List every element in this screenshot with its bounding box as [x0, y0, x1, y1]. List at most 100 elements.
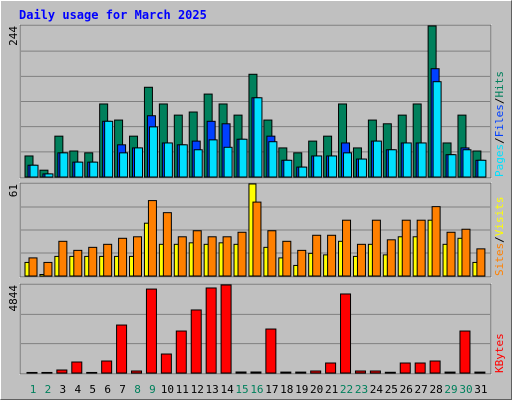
bar: [58, 240, 68, 277]
bar: [163, 142, 173, 178]
bar: [145, 288, 157, 374]
bar: [312, 234, 322, 277]
bar: [399, 362, 411, 374]
bar: [192, 230, 202, 277]
bar: [101, 360, 113, 374]
y-tick-label: 244: [7, 26, 20, 46]
bar: [237, 231, 247, 277]
bar: [103, 243, 113, 277]
bar: [429, 360, 441, 374]
bar: [371, 219, 381, 277]
x-tick-label: 3: [60, 383, 67, 396]
bar: [476, 248, 486, 277]
bar: [357, 158, 367, 178]
bar: [477, 159, 487, 178]
bar: [222, 236, 232, 277]
bar: [59, 152, 69, 178]
bar: [119, 152, 129, 178]
x-tick-label: 2: [45, 383, 52, 396]
bar: [416, 219, 426, 277]
x-tick-label: 14: [220, 383, 234, 396]
bar: [131, 370, 143, 374]
x-tick-label: 21: [325, 383, 338, 396]
bar: [43, 261, 53, 277]
bar: [207, 236, 217, 277]
x-tick-label: 4: [74, 383, 81, 396]
bar: [265, 328, 277, 374]
legend: Sites/Visits: [493, 197, 506, 277]
bar: [340, 293, 352, 374]
bar: [474, 371, 486, 374]
bar: [73, 249, 83, 277]
bar: [29, 164, 39, 178]
bar: [133, 236, 143, 277]
bar: [327, 234, 337, 277]
x-tick-label: 29: [444, 383, 457, 396]
bar: [297, 249, 307, 277]
legend-entry: Hits: [493, 71, 506, 98]
bar: [253, 97, 263, 178]
bar: [356, 243, 366, 277]
bar: [252, 201, 262, 277]
bar: [372, 140, 382, 178]
bar: [41, 371, 53, 374]
x-tick-label: 24: [370, 383, 384, 396]
x-tick-label: 16: [250, 383, 263, 396]
x-tick-label: 20: [310, 383, 323, 396]
bar: [267, 230, 277, 277]
bar: [89, 161, 99, 178]
y-tick-label: 61: [7, 184, 20, 197]
bar: [160, 353, 172, 374]
bar: [56, 369, 68, 374]
bar: [447, 154, 457, 178]
bar: [282, 240, 292, 277]
bar: [342, 219, 352, 277]
bar: [74, 161, 84, 178]
x-tick-label: 11: [176, 383, 189, 396]
bar: [280, 371, 292, 374]
x-tick-label: 25: [385, 383, 398, 396]
bar: [386, 239, 396, 277]
bar: [444, 371, 456, 374]
chart-title: Daily usage for March 2025: [19, 8, 207, 22]
x-tick-label: 9: [149, 383, 156, 396]
bar: [462, 149, 472, 178]
x-tick-label: 26: [400, 383, 413, 396]
bar: [26, 371, 38, 374]
bar: [268, 141, 278, 178]
x-tick-label: 27: [415, 383, 428, 396]
x-tick-label: 7: [119, 383, 126, 396]
x-tick-label: 10: [161, 383, 174, 396]
bar: [177, 236, 187, 277]
bar: [459, 330, 471, 374]
legend-entry: Sites: [493, 243, 506, 276]
bar: [325, 362, 337, 374]
legend-separator: /: [493, 98, 506, 105]
bar: [44, 173, 54, 178]
legend: Pages/Files/Hits: [493, 71, 506, 177]
bar: [235, 371, 247, 374]
x-tick-label: 31: [474, 383, 487, 396]
legend-entry: Files: [493, 104, 506, 137]
bar: [238, 138, 248, 178]
legend-separator: /: [493, 137, 506, 144]
bar: [118, 237, 128, 277]
bar: [220, 284, 232, 374]
bar: [295, 371, 307, 374]
x-tick-label: 15: [235, 383, 248, 396]
x-tick-label: 1: [30, 383, 37, 396]
panel: [19, 283, 492, 375]
bar: [310, 370, 322, 374]
bar: [104, 120, 114, 178]
bar: [162, 212, 172, 277]
x-tick-label: 22: [340, 383, 353, 396]
bar: [116, 324, 128, 374]
bar: [250, 371, 262, 374]
x-tick-label: 18: [280, 383, 293, 396]
bar: [178, 144, 188, 178]
bar: [414, 362, 426, 374]
bar: [343, 152, 353, 178]
bar: [432, 81, 442, 178]
